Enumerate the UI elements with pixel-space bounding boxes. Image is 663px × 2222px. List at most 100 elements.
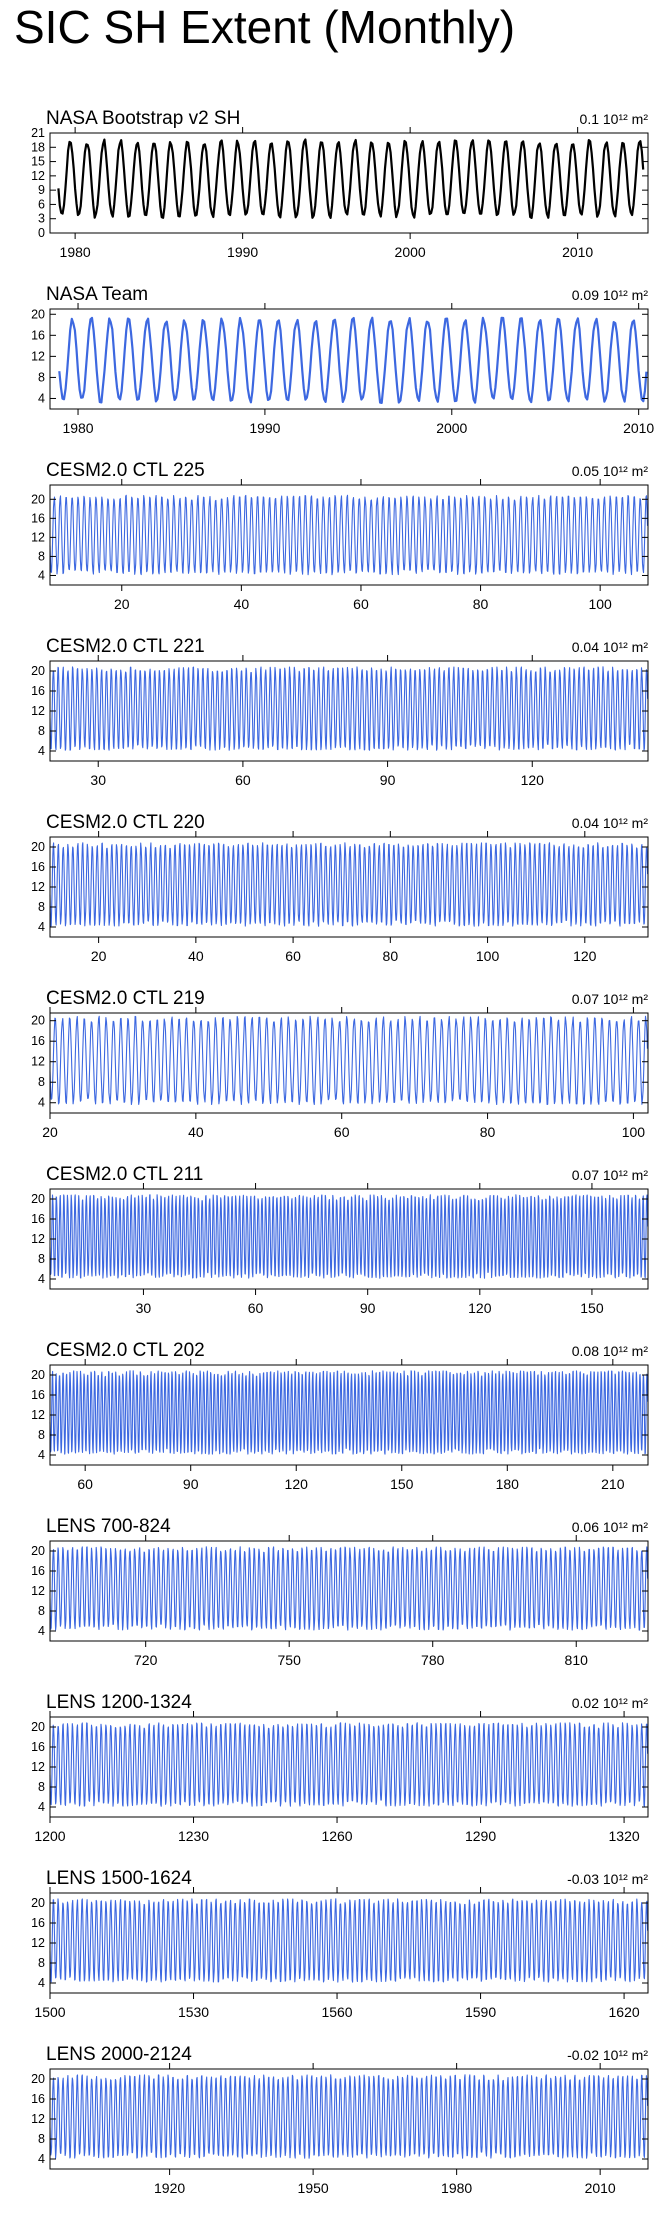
trend-label: 0.04 10¹² m² (572, 639, 649, 655)
series-line (57, 138, 645, 219)
chart-panel-9: LENS 700-824 0.06 10¹² m² 4 8 12 16 20 720 750 78… (31, 1516, 649, 1668)
series-line (49, 1015, 648, 1106)
panel-title: LENS 1500-1624 (46, 1868, 192, 1889)
x-tick-label: 80 (473, 596, 489, 612)
panel-title: NASA Team (46, 284, 148, 305)
y-tick-label: 4 (38, 1096, 45, 1110)
y-tick-label: 4 (38, 1800, 45, 1814)
x-tick-label: 60 (248, 1300, 264, 1316)
trend-label: 0.07 10¹² m² (572, 1167, 649, 1183)
x-tick-label: 780 (421, 1652, 445, 1668)
x-tick-label: 40 (234, 596, 250, 612)
trend-label: 0.05 10¹² m² (572, 463, 649, 479)
y-tick-label: 12 (31, 2112, 45, 2126)
x-tick-label: 1980 (60, 244, 91, 260)
y-tick-label: 16 (31, 511, 45, 525)
y-tick-label: 12 (31, 349, 45, 363)
y-tick-label: 4 (38, 1624, 45, 1638)
chart-panel-6: CESM2.0 CTL 219 0.07 10¹² m² 4 8 12 16 20 20 40 6… (31, 988, 649, 1140)
x-tick-label: 60 (353, 596, 369, 612)
panel-title: LENS 700-824 (46, 1516, 171, 1537)
y-tick-label: 12 (31, 530, 45, 544)
y-tick-label: 4 (38, 568, 45, 582)
y-tick-label: 15 (31, 155, 45, 169)
x-tick-label: 30 (136, 1300, 152, 1316)
x-tick-label: 30 (90, 772, 106, 788)
x-tick-label: 1990 (227, 244, 258, 260)
y-tick-label: 8 (38, 1956, 45, 1970)
chart-panel-5: CESM2.0 CTL 220 0.04 10¹² m² 4 8 12 16 20 20 40 6… (31, 812, 649, 964)
y-tick-label: 9 (38, 183, 45, 197)
y-tick-label: 8 (38, 1428, 45, 1442)
trend-label: -0.02 10¹² m² (567, 2047, 648, 2063)
x-tick-label: 2000 (395, 244, 426, 260)
y-tick-label: 20 (31, 492, 45, 506)
y-tick-label: 4 (38, 391, 45, 405)
series-line (49, 1898, 649, 1983)
x-tick-label: 750 (278, 1652, 302, 1668)
y-tick-label: 8 (38, 2132, 45, 2146)
chart-panel-7: CESM2.0 CTL 211 0.07 10¹² m² 4 8 12 16 20 30 60 9… (31, 1164, 649, 1316)
x-tick-label: 40 (188, 948, 204, 964)
trend-label: 0.04 10¹² m² (572, 815, 649, 831)
plot-frame (49, 484, 649, 586)
y-tick-label: 20 (31, 1896, 45, 1910)
x-tick-label: 1320 (609, 1828, 640, 1844)
panel-title: CESM2.0 CTL 211 (46, 1164, 203, 1185)
y-tick-label: 4 (38, 2152, 45, 2166)
x-tick-label: 90 (380, 772, 396, 788)
panel-title: CESM2.0 CTL 202 (46, 1340, 205, 1361)
chart-panel-2: NASA Team 0.09 10¹² m² 4 8 12 16 20 1980 1990 200… (31, 284, 654, 436)
x-tick-label: 80 (383, 948, 399, 964)
panel-title: CESM2.0 CTL 220 (46, 812, 205, 833)
panel-title: NASA Bootstrap v2 SH (46, 108, 240, 129)
page-title: SIC SH Extent (Monthly) (14, 1, 516, 53)
x-tick-label: 60 (77, 1476, 93, 1492)
y-tick-label: 8 (38, 370, 45, 384)
x-tick-label: 1290 (465, 1828, 496, 1844)
panel-title: CESM2.0 CTL 225 (46, 460, 205, 481)
trend-label: 0.07 10¹² m² (572, 991, 649, 1007)
y-tick-label: 20 (31, 1544, 45, 1558)
x-tick-label: 1590 (465, 2004, 496, 2020)
y-tick-label: 16 (31, 1564, 45, 1578)
y-tick-label: 16 (31, 1034, 45, 1048)
y-tick-label: 16 (31, 1740, 45, 1754)
x-tick-label: 120 (468, 1300, 492, 1316)
x-tick-label: 720 (134, 1652, 158, 1668)
y-tick-label: 4 (38, 744, 45, 758)
x-tick-label: 1990 (249, 420, 280, 436)
y-tick-label: 8 (38, 1780, 45, 1794)
x-tick-label: 20 (114, 596, 130, 612)
x-tick-label: 60 (235, 772, 251, 788)
x-tick-label: 150 (580, 1300, 604, 1316)
y-tick-label: 8 (38, 1604, 45, 1618)
y-tick-label: 4 (38, 1976, 45, 1990)
series-line (49, 842, 649, 927)
series-line (49, 1546, 649, 1631)
y-tick-label: 16 (31, 328, 45, 342)
y-tick-label: 4 (38, 1448, 45, 1462)
trend-label: 0.02 10¹² m² (572, 1695, 649, 1711)
x-tick-label: 2010 (562, 244, 593, 260)
x-tick-label: 90 (360, 1300, 376, 1316)
panel-title: CESM2.0 CTL 221 (46, 636, 205, 657)
y-tick-label: 20 (31, 664, 45, 678)
series-line (58, 316, 648, 404)
x-tick-label: 2010 (623, 420, 654, 436)
y-tick-label: 16 (31, 1916, 45, 1930)
chart-panel-12: LENS 2000-2124 -0.02 10¹² m² 4 8 12 16 20 1920 1… (31, 2044, 649, 2196)
y-tick-label: 20 (31, 1720, 45, 1734)
chart-panel-3: CESM2.0 CTL 225 0.05 10¹² m² 4 8 12 16 20 20 40 6… (31, 460, 649, 612)
x-tick-label: 1200 (34, 1828, 65, 1844)
x-tick-label: 120 (573, 948, 597, 964)
trend-label: 0.09 10¹² m² (572, 287, 649, 303)
y-tick-label: 3 (38, 212, 45, 226)
x-tick-label: 2010 (585, 2180, 616, 2196)
y-tick-label: 12 (31, 169, 45, 183)
panel-title: LENS 1200-1324 (46, 1692, 192, 1713)
trend-label: 0.08 10¹² m² (572, 1343, 649, 1359)
trend-label: -0.03 10¹² m² (567, 1871, 648, 1887)
y-tick-label: 16 (31, 860, 45, 874)
